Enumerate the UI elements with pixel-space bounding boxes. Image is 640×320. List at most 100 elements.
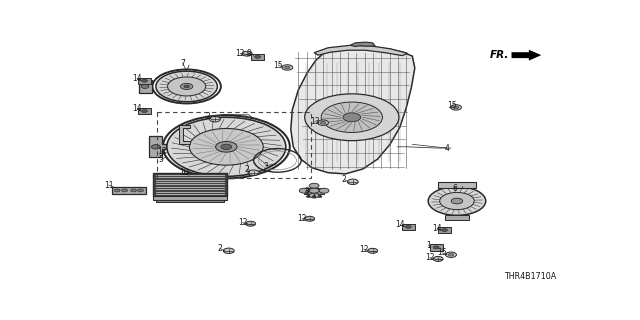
Circle shape [433,256,443,261]
FancyBboxPatch shape [304,188,324,194]
Polygon shape [511,50,541,60]
Circle shape [122,189,127,192]
Circle shape [305,94,399,141]
Circle shape [318,196,322,197]
Text: 10: 10 [179,168,189,177]
Circle shape [321,102,383,132]
Circle shape [114,189,120,192]
Text: 6: 6 [452,184,457,193]
Text: 15: 15 [273,60,284,69]
Circle shape [246,221,255,226]
Text: 2: 2 [218,244,222,253]
Text: 13: 13 [310,117,319,126]
Circle shape [242,51,252,56]
Text: 2: 2 [244,165,250,174]
Circle shape [309,193,319,198]
Circle shape [309,183,319,188]
Text: 15: 15 [447,101,457,110]
FancyBboxPatch shape [429,244,443,251]
Text: 3: 3 [264,162,268,171]
Circle shape [167,117,286,176]
FancyBboxPatch shape [445,215,469,220]
Text: 7: 7 [180,59,185,68]
Text: 8: 8 [304,188,309,196]
Circle shape [180,84,193,90]
Circle shape [433,246,439,249]
Circle shape [317,120,328,125]
Circle shape [312,196,316,197]
Circle shape [343,113,361,122]
Circle shape [451,105,461,110]
FancyBboxPatch shape [156,200,225,202]
FancyBboxPatch shape [251,54,264,60]
Text: 14: 14 [132,74,142,83]
Text: 12: 12 [238,218,248,227]
FancyBboxPatch shape [402,224,415,230]
Circle shape [319,188,329,193]
FancyBboxPatch shape [154,173,227,196]
Circle shape [406,226,412,228]
Text: 15: 15 [437,248,447,257]
Text: 9: 9 [246,49,251,58]
Circle shape [189,129,263,165]
Circle shape [131,189,136,192]
Circle shape [141,84,149,88]
Circle shape [442,229,447,232]
Circle shape [168,77,205,96]
Text: 2: 2 [342,175,347,184]
FancyBboxPatch shape [138,108,151,114]
Circle shape [320,121,326,124]
Text: 5: 5 [159,156,163,164]
Circle shape [428,187,486,215]
FancyBboxPatch shape [438,227,451,233]
Circle shape [223,248,234,253]
Circle shape [448,253,454,256]
Circle shape [152,145,161,149]
Circle shape [221,144,232,149]
Circle shape [348,179,358,185]
Circle shape [440,192,474,210]
Circle shape [367,248,378,253]
Text: 12: 12 [359,244,369,253]
Text: 12: 12 [425,253,435,262]
Circle shape [445,252,456,258]
FancyBboxPatch shape [138,77,151,84]
Text: 2: 2 [205,112,211,121]
Text: 4: 4 [445,144,449,153]
FancyBboxPatch shape [154,196,227,200]
Circle shape [184,85,189,88]
Text: 14: 14 [432,224,442,233]
Text: 12: 12 [298,214,307,223]
Text: 14: 14 [132,104,142,113]
Circle shape [451,198,463,204]
Text: 1: 1 [426,241,431,250]
Text: 11: 11 [104,180,113,189]
Circle shape [282,65,292,70]
Text: 12: 12 [236,49,245,58]
Text: 14: 14 [395,220,404,229]
Circle shape [255,55,260,58]
Text: THR4B1710A: THR4B1710A [504,272,556,281]
Circle shape [306,196,310,197]
Circle shape [138,189,143,192]
Circle shape [209,116,220,122]
Polygon shape [179,124,190,144]
FancyBboxPatch shape [138,80,152,92]
Text: 12: 12 [157,147,166,156]
Polygon shape [150,136,166,157]
FancyBboxPatch shape [438,182,476,188]
Polygon shape [350,42,375,46]
Polygon shape [314,45,408,56]
Circle shape [156,71,218,102]
Circle shape [300,188,309,193]
Circle shape [248,170,259,175]
Circle shape [309,188,319,193]
Circle shape [216,141,237,152]
FancyBboxPatch shape [112,188,146,194]
Circle shape [141,79,147,82]
Polygon shape [291,48,415,174]
Circle shape [141,110,147,113]
Text: FR.: FR. [490,50,509,60]
Circle shape [453,106,459,109]
Circle shape [305,216,315,221]
